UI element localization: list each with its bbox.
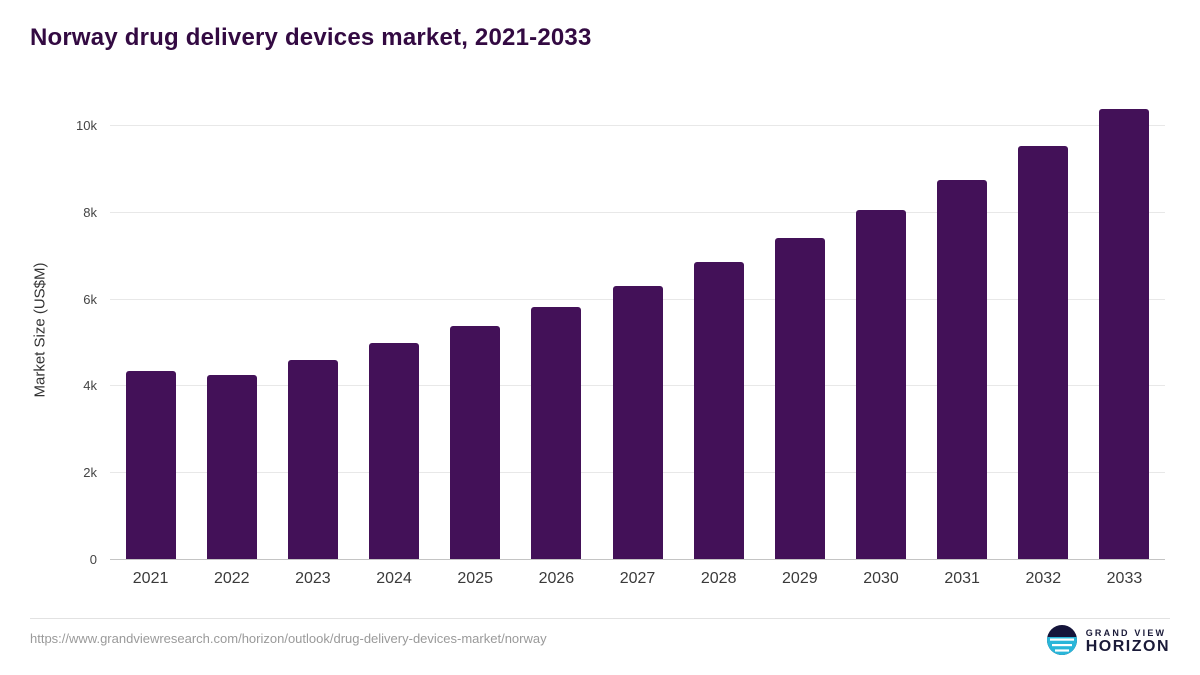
bar-slot <box>516 100 597 560</box>
x-axis-labels: 2021 2022 2023 2024 2025 2026 2027 2028 2029 2030… <box>110 570 1165 588</box>
horizon-logo-icon <box>1046 624 1078 661</box>
source-url: https://www.grandviewresearch.com/horizo… <box>30 631 547 646</box>
x-tick-label: 2033 <box>1106 570 1143 587</box>
brand-logo-text: GRAND VIEW HORIZON <box>1085 628 1170 655</box>
y-axis-ticks: 0 2k 4k 6k 8k 10k <box>0 100 97 567</box>
gridline <box>110 125 1165 127</box>
bar-slot <box>110 100 191 560</box>
x-tick-label: 2030 <box>863 570 899 587</box>
bar-2025 <box>450 325 501 560</box>
bar-2023 <box>287 359 338 560</box>
bar-slot <box>597 100 678 560</box>
x-tick-label: 2031 <box>944 570 980 587</box>
brand-logo: GRAND VIEW HORIZON <box>1046 624 1170 661</box>
brand-name-top: GRAND VIEW <box>1085 628 1167 639</box>
bar-2033 <box>1099 108 1150 560</box>
x-tick-label: 2025 <box>457 570 493 587</box>
y-tick-label: 4k <box>83 378 97 394</box>
bar-2030 <box>855 210 906 560</box>
chart-title: Norway drug delivery devices market, 202… <box>30 24 592 51</box>
bars <box>110 100 1165 560</box>
x-tick-label: 2024 <box>376 570 412 587</box>
bar-slot <box>840 100 921 560</box>
x-tick-label: 2022 <box>213 570 250 587</box>
x-tick-label: 2026 <box>538 570 575 587</box>
x-tick-label: 2021 <box>132 570 169 587</box>
y-tick-label: 0 <box>89 552 97 567</box>
bar-slot <box>1084 100 1165 560</box>
bar-slot <box>678 100 759 560</box>
x-axis-line <box>110 559 1165 560</box>
bar-2031 <box>937 180 988 560</box>
bar-slot <box>435 100 516 560</box>
bar-2026 <box>531 306 582 560</box>
bar-2032 <box>1018 145 1069 560</box>
bar-slot <box>272 100 353 560</box>
bar-slot <box>191 100 272 560</box>
bar-2027 <box>612 285 663 560</box>
footer-divider <box>30 618 1170 619</box>
plot-area <box>110 100 1165 560</box>
bar-slot <box>922 100 1003 560</box>
bar-slot <box>353 100 434 560</box>
x-tick-label: 2032 <box>1025 570 1062 587</box>
bar-2021 <box>125 371 176 560</box>
bar-2022 <box>206 375 257 560</box>
bar-2024 <box>369 343 420 560</box>
gridline <box>110 211 1165 213</box>
bar-2028 <box>693 262 744 560</box>
x-tick-label: 2028 <box>700 570 737 587</box>
x-tick-label: 2023 <box>295 570 331 587</box>
bar-slot <box>1003 100 1084 560</box>
brand-name-bottom: HORIZON <box>1085 637 1170 655</box>
x-tick-label: 2029 <box>782 570 818 587</box>
bar-2029 <box>774 237 825 560</box>
y-tick-label: 2k <box>83 465 97 481</box>
y-tick-label: 8k <box>83 204 97 220</box>
y-tick-label: 6k <box>83 291 97 307</box>
x-tick-label: 2027 <box>619 570 656 587</box>
bar-slot <box>759 100 840 560</box>
y-tick-label: 10k <box>76 118 97 134</box>
